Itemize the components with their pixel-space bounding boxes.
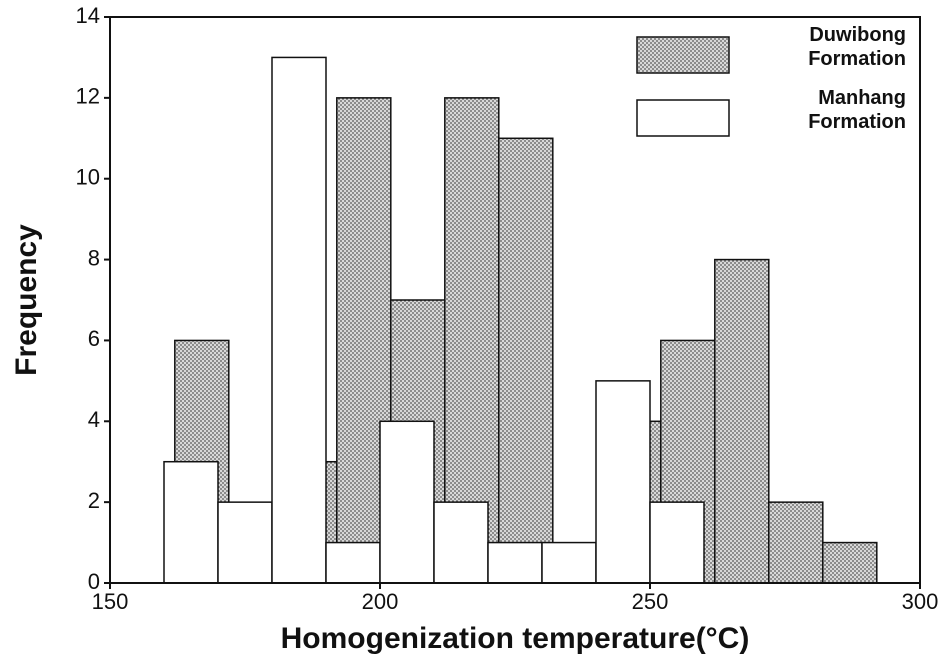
y-tick-label: 2 xyxy=(88,488,100,513)
y-tick-label: 6 xyxy=(88,326,100,351)
bar xyxy=(714,258,770,584)
bar xyxy=(768,501,824,584)
bar xyxy=(541,541,597,584)
bar xyxy=(379,420,435,584)
bar xyxy=(325,541,381,584)
y-tick-label: 0 xyxy=(88,569,100,594)
legend-label: Manhang Formation xyxy=(808,87,906,133)
bar xyxy=(822,541,878,584)
x-tick-label: 150 xyxy=(92,589,129,614)
x-tick-label: 250 xyxy=(632,589,669,614)
legend-swatch xyxy=(636,36,730,74)
legend-label: Duwibong Formation xyxy=(808,24,906,70)
plot-frame xyxy=(109,16,921,584)
bar xyxy=(595,380,651,584)
y-tick-label: 8 xyxy=(88,245,100,270)
bar xyxy=(498,137,554,584)
bar xyxy=(217,501,273,584)
y-tick-label: 14 xyxy=(76,3,100,28)
y-tick-label: 10 xyxy=(76,165,100,190)
bar xyxy=(271,56,327,584)
y-tick-label: 12 xyxy=(76,84,100,109)
x-tick-label: 300 xyxy=(902,589,939,614)
y-axis-label: Frequency xyxy=(10,224,43,376)
bar xyxy=(487,541,543,584)
legend-swatch xyxy=(636,99,730,137)
bar xyxy=(649,501,705,584)
bar xyxy=(163,460,219,584)
bar xyxy=(433,501,489,584)
y-tick-label: 4 xyxy=(88,407,100,432)
x-axis-label: Homogenization temperature(°C) xyxy=(281,622,750,655)
x-tick-label: 200 xyxy=(362,589,399,614)
